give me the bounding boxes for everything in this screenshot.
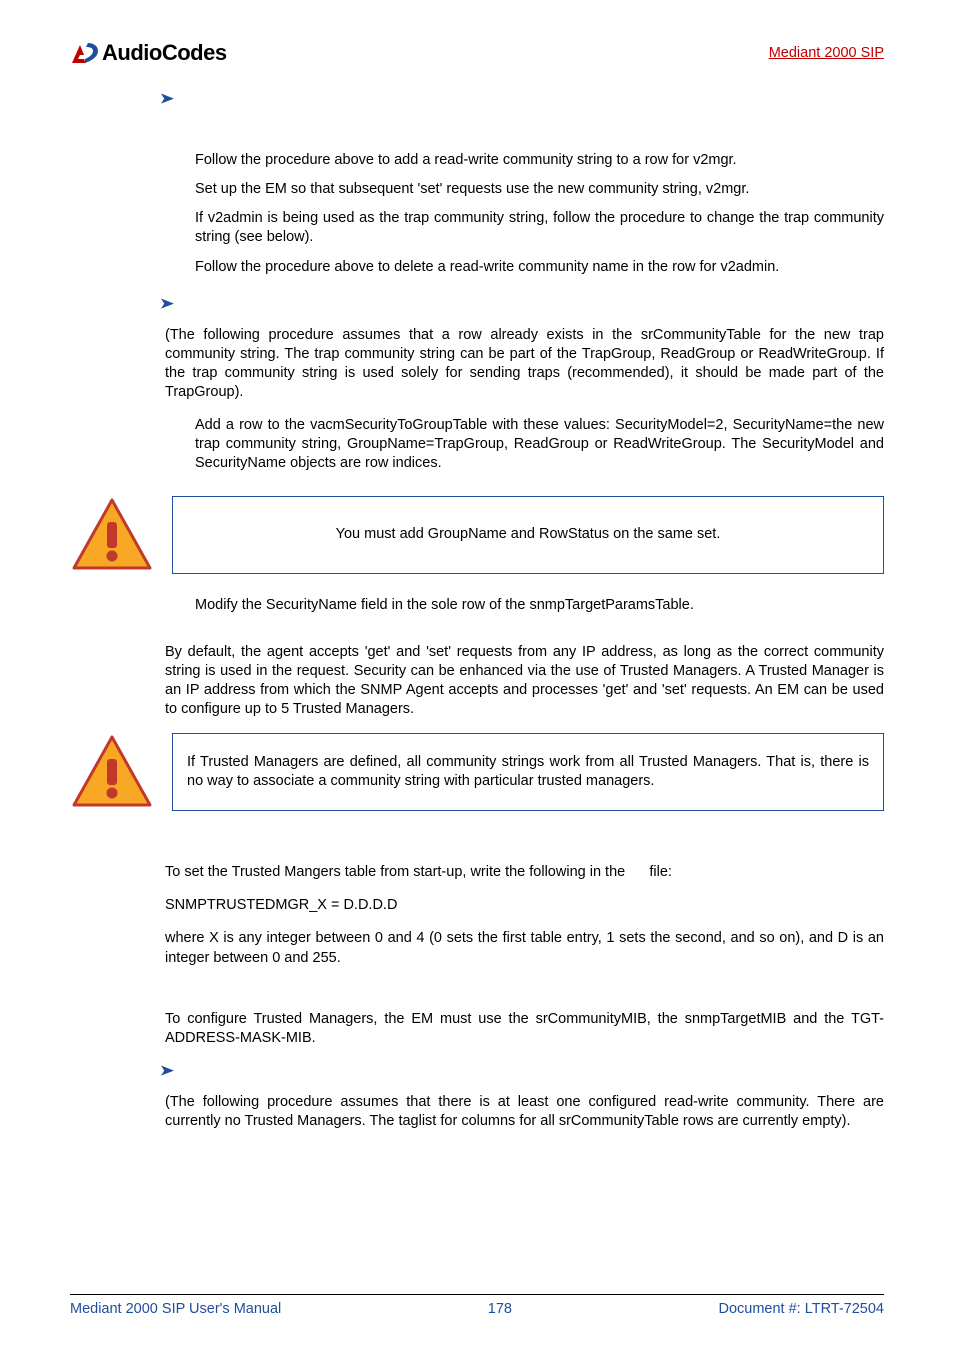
list-item: Follow the procedure above to add a read… bbox=[195, 151, 884, 170]
arrow-icon: ➤ bbox=[160, 1062, 174, 1079]
paragraph: By default, the agent accepts 'get' and … bbox=[165, 643, 884, 720]
list-item: Follow the procedure above to delete a r… bbox=[195, 258, 884, 277]
procedure-arrow-1: ➤ bbox=[161, 90, 884, 107]
header-product: Mediant 2000 SIP bbox=[769, 45, 884, 61]
list-item: If v2admin is being used as the trap com… bbox=[195, 209, 884, 247]
paragraph: (The following procedure assumes that a … bbox=[165, 326, 884, 403]
paragraph: To configure Trusted Managers, the EM mu… bbox=[165, 1010, 884, 1048]
arrow-icon: ➤ bbox=[160, 90, 174, 107]
paragraph: (The following procedure assumes that th… bbox=[165, 1093, 884, 1131]
footer-left: Mediant 2000 SIP User's Manual bbox=[70, 1301, 281, 1317]
warning-icon bbox=[70, 496, 154, 574]
note-text: You must add GroupName and RowStatus on … bbox=[336, 525, 721, 544]
logo: AudioCodes bbox=[70, 40, 227, 66]
arrow-icon: ➤ bbox=[160, 295, 174, 312]
note-callout: If Trusted Managers are defined, all com… bbox=[70, 733, 884, 811]
note-box: You must add GroupName and RowStatus on … bbox=[172, 496, 884, 574]
warning-icon bbox=[70, 733, 154, 811]
footer-page-number: 178 bbox=[488, 1301, 512, 1317]
procedure-arrow-3: ➤ bbox=[161, 1062, 884, 1079]
list-item: Set up the EM so that subsequent 'set' r… bbox=[195, 180, 884, 199]
note-box: If Trusted Managers are defined, all com… bbox=[172, 733, 884, 811]
list-item: Modify the SecurityName field in the sol… bbox=[195, 596, 884, 615]
note-text: If Trusted Managers are defined, all com… bbox=[187, 753, 869, 791]
text: file: bbox=[645, 864, 672, 880]
paragraph: To set the Trusted Mangers table from st… bbox=[165, 863, 884, 882]
note-callout: You must add GroupName and RowStatus on … bbox=[70, 496, 884, 574]
procedure-arrow-2: ➤ bbox=[161, 295, 884, 312]
logo-icon bbox=[70, 41, 100, 65]
list-item: Add a row to the vacmSecurityToGroupTabl… bbox=[195, 416, 884, 473]
footer-right: Document #: LTRT-72504 bbox=[719, 1301, 885, 1317]
page-footer: Mediant 2000 SIP User's Manual 178 Docum… bbox=[70, 1294, 884, 1317]
code-line: SNMPTRUSTEDMGR_X = D.D.D.D bbox=[165, 896, 884, 915]
page-content: ➤ Follow the procedure above to add a re… bbox=[70, 90, 884, 1131]
paragraph: where X is any integer between 0 and 4 (… bbox=[165, 929, 884, 967]
logo-text: AudioCodes bbox=[102, 40, 227, 66]
page-header: AudioCodes Mediant 2000 SIP bbox=[70, 40, 884, 70]
text: To set the Trusted Mangers table from st… bbox=[165, 864, 629, 880]
